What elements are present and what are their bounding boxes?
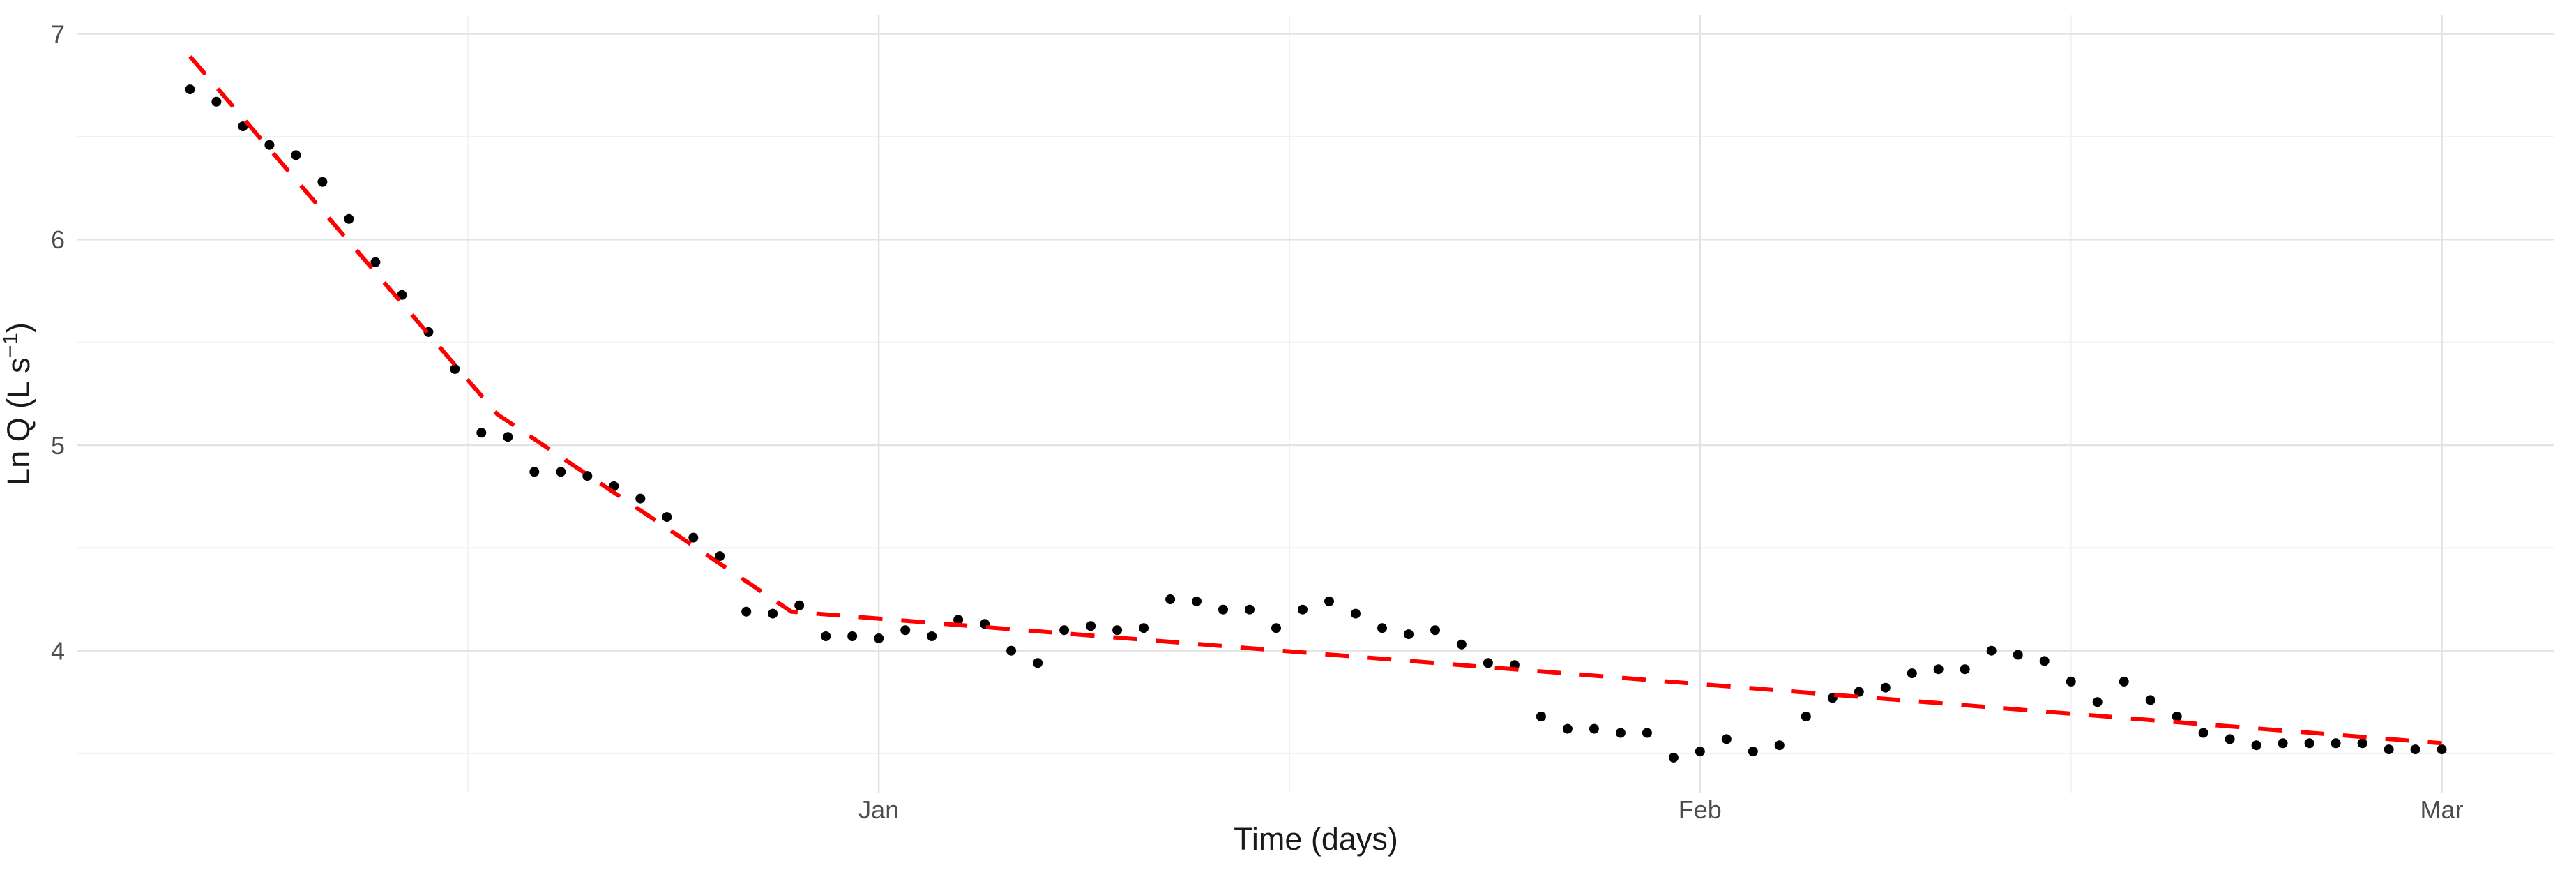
data-point xyxy=(900,625,911,636)
data-point xyxy=(1642,728,1652,738)
data-point xyxy=(1377,623,1387,633)
minor-gridlines xyxy=(77,15,2554,793)
x-axis-title: Time (days) xyxy=(1234,821,1398,857)
y-axis-title-text: Ln Q (L s xyxy=(1,357,36,485)
data-point xyxy=(2278,738,2288,749)
data-point xyxy=(1483,658,1493,668)
data-point xyxy=(1271,623,1281,633)
data-point xyxy=(1907,668,1917,679)
data-point xyxy=(741,606,752,617)
data-point xyxy=(2145,695,2155,705)
data-point xyxy=(821,631,831,641)
data-point xyxy=(1192,596,1202,606)
data-point xyxy=(476,428,487,438)
data-point xyxy=(1774,740,1785,751)
data-point xyxy=(927,631,937,641)
data-point xyxy=(2410,744,2420,755)
scatter-points xyxy=(185,84,2447,763)
data-point xyxy=(2304,738,2314,749)
data-point xyxy=(291,150,301,160)
data-point xyxy=(344,213,354,224)
data-point xyxy=(847,631,858,641)
data-point xyxy=(2039,656,2050,666)
data-point xyxy=(1854,687,1864,697)
data-point xyxy=(2437,744,2447,755)
data-point xyxy=(2013,650,2023,660)
data-point xyxy=(688,532,699,543)
data-point xyxy=(370,257,381,267)
data-point xyxy=(2331,738,2341,749)
y-axis-title-superscript: −1 xyxy=(0,333,22,357)
data-point xyxy=(1404,629,1414,640)
data-point xyxy=(1298,604,1308,615)
x-tick-label: Jan xyxy=(858,795,899,824)
data-point xyxy=(2172,712,2182,721)
data-point xyxy=(1668,752,1679,763)
data-point xyxy=(503,432,513,442)
data-point xyxy=(1721,734,1732,744)
data-point xyxy=(1456,639,1467,650)
y-tick-label: 7 xyxy=(51,20,65,49)
data-point xyxy=(1880,682,1891,693)
data-point xyxy=(264,140,275,150)
data-point xyxy=(1351,608,1361,619)
y-tick-label: 5 xyxy=(51,431,65,460)
y-axis-title-close: ) xyxy=(1,322,36,333)
data-point xyxy=(1748,747,1758,757)
data-point xyxy=(582,471,593,481)
data-point xyxy=(1430,625,1440,636)
x-tick-label: Mar xyxy=(2420,795,2464,824)
data-point xyxy=(1801,712,1811,721)
data-point xyxy=(1112,625,1123,636)
data-point xyxy=(953,615,964,625)
data-point xyxy=(317,177,328,187)
data-point xyxy=(2384,744,2394,755)
data-point xyxy=(2198,728,2208,738)
data-point xyxy=(2066,676,2076,687)
data-point xyxy=(1695,747,1705,757)
data-point xyxy=(1615,728,1626,738)
data-point xyxy=(529,467,540,477)
data-point xyxy=(2225,734,2235,744)
data-point xyxy=(1086,621,1096,631)
y-axis-title: Ln Q (L s−1) xyxy=(0,322,36,486)
data-point xyxy=(1059,625,1070,636)
data-point xyxy=(1933,664,1944,675)
data-point xyxy=(185,84,195,95)
data-point xyxy=(1324,596,1334,606)
y-tick-label: 4 xyxy=(51,637,65,666)
y-axis-tick-labels: 7 6 5 4 xyxy=(51,20,65,666)
data-point xyxy=(635,493,646,504)
data-point xyxy=(1218,604,1228,615)
data-point xyxy=(450,363,460,374)
data-point xyxy=(1006,645,1017,656)
data-point xyxy=(768,608,778,619)
data-point xyxy=(1139,623,1149,633)
data-point xyxy=(1589,723,1599,734)
data-point xyxy=(556,467,566,477)
data-point xyxy=(1986,645,1997,656)
data-point xyxy=(1562,723,1573,734)
data-point xyxy=(1165,594,1176,604)
data-point xyxy=(2092,697,2103,707)
x-tick-label: Feb xyxy=(1679,795,1722,824)
data-point xyxy=(874,633,884,643)
data-point xyxy=(1960,664,1970,675)
data-point xyxy=(794,600,805,610)
data-point xyxy=(715,551,725,562)
data-point xyxy=(2251,740,2261,751)
data-point xyxy=(662,512,672,523)
data-point xyxy=(1033,658,1043,668)
data-point xyxy=(2357,738,2367,749)
data-point xyxy=(211,96,222,107)
data-point xyxy=(2119,676,2129,687)
trend-line xyxy=(188,54,2442,746)
x-axis-tick-labels: Jan Feb Mar xyxy=(858,795,2463,824)
y-tick-label: 6 xyxy=(51,225,65,254)
major-gridlines xyxy=(77,15,2554,793)
data-point xyxy=(1536,712,1546,721)
data-point xyxy=(1245,604,1255,615)
